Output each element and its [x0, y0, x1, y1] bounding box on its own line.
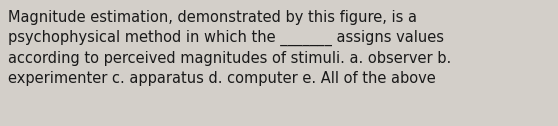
Text: Magnitude estimation, demonstrated by this figure, is a
psychophysical method in: Magnitude estimation, demonstrated by th…	[8, 10, 451, 86]
